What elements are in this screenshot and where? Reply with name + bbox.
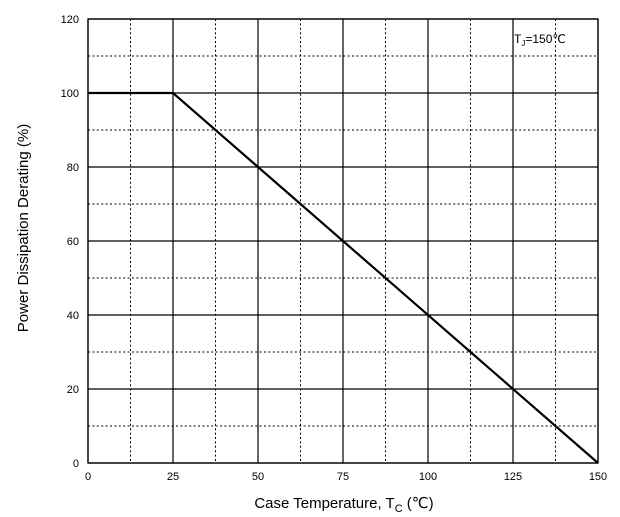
- x-axis-title-subscript: C: [395, 503, 403, 515]
- annotation-subscript: J: [521, 39, 525, 48]
- x-tick-label: 50: [252, 471, 264, 483]
- derating-curve: [88, 91, 599, 464]
- x-tick-label: 25: [167, 471, 179, 483]
- plot-frame: [87, 18, 599, 464]
- x-tick-labels: 0 25 50 75 100 125 150: [85, 471, 607, 483]
- y-tick-label: 60: [67, 236, 79, 248]
- y-tick-label: 40: [67, 310, 79, 322]
- y-tick-label: 120: [61, 14, 79, 26]
- plot-border: [87, 18, 599, 464]
- y-tick-label: 20: [67, 384, 79, 396]
- junction-temp-annotation: TJ=150℃: [514, 32, 566, 48]
- y-axis-title: Power Dissipation Derating (%): [15, 124, 32, 332]
- x-axis-title: Case Temperature, TC (℃): [254, 495, 433, 515]
- series-group: [88, 91, 599, 464]
- y-tick-labels: 0 20 40 60 80 100 120: [61, 14, 79, 470]
- annotation-prefix: T: [514, 32, 522, 46]
- x-tick-label: 150: [589, 471, 607, 483]
- annotation-text: =150℃: [525, 32, 566, 46]
- y-tick-label: 0: [73, 458, 79, 470]
- x-tick-label: 100: [419, 471, 437, 483]
- x-tick-label: 125: [504, 471, 522, 483]
- x-tick-label: 0: [85, 471, 91, 483]
- x-axis-title-unit: (℃): [403, 495, 434, 512]
- x-axis-title-main: Case Temperature, T: [254, 495, 394, 512]
- y-tick-label: 80: [67, 162, 79, 174]
- x-tick-label: 75: [337, 471, 349, 483]
- y-tick-label: 100: [61, 88, 79, 100]
